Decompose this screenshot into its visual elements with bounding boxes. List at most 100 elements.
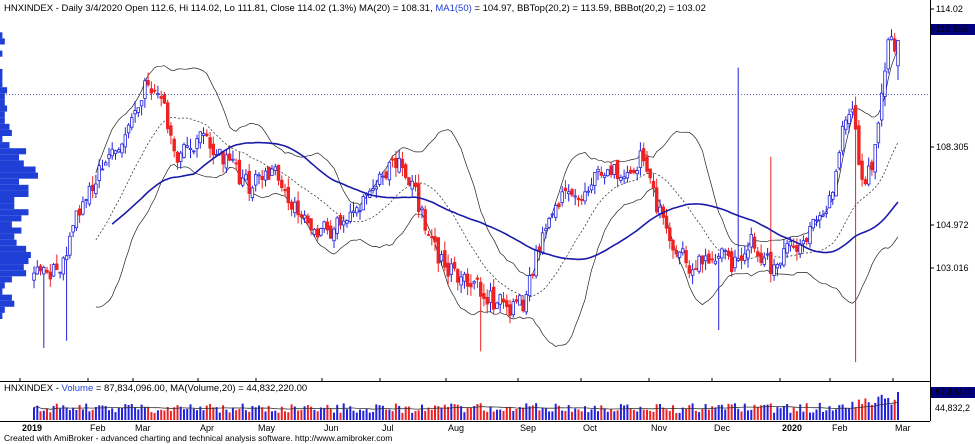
candle (130, 113, 134, 131)
candle (808, 222, 812, 248)
candle (231, 150, 235, 163)
candle (733, 249, 737, 272)
candle (459, 270, 463, 293)
volume-bar (469, 407, 472, 420)
volume-profile-bin (0, 99, 5, 106)
candle (772, 258, 776, 281)
candle (371, 179, 375, 194)
volume-bar (460, 406, 463, 420)
candle (567, 184, 571, 202)
volume-bar (561, 410, 564, 420)
candle (677, 251, 682, 265)
y-tick-label: 114.02 (936, 4, 963, 14)
volume-bar (424, 411, 427, 420)
volume-header: HNXINDEX - Volume = 87,834,096.00, MA(Vo… (4, 383, 307, 394)
volume-bar (502, 410, 505, 420)
volume-bar (209, 404, 212, 420)
volume-profile-bin (0, 142, 10, 149)
header-ma50-label: MA1(50) (435, 3, 471, 14)
volume-bar (199, 406, 202, 420)
volume-bar (564, 411, 567, 420)
volume-bar (251, 406, 254, 420)
volume-bar (421, 404, 423, 420)
candle (723, 248, 727, 260)
volume-bar (538, 410, 541, 420)
volume-bar (287, 412, 290, 420)
volume-bar (606, 411, 609, 420)
candle (834, 169, 838, 197)
candle (867, 157, 871, 187)
volume-label-box (931, 387, 975, 398)
volume-bar (805, 403, 808, 420)
y-axis: 114.02 113.595 108.305 104.972 103.016 87,834… (930, 4, 975, 414)
volume-bar (407, 406, 410, 420)
candle (211, 136, 215, 165)
candle (452, 256, 457, 272)
candle (296, 191, 300, 224)
candle (293, 197, 297, 218)
volume-bar (267, 405, 270, 420)
volume-bar (156, 410, 159, 420)
candle (426, 231, 431, 236)
candle (746, 242, 750, 268)
candle (439, 250, 444, 266)
candle (234, 158, 238, 171)
candle (322, 220, 326, 233)
volume-bar (688, 405, 691, 420)
volume-profile-bin (0, 221, 12, 228)
volume-bar (427, 407, 430, 420)
volume-bar (46, 408, 48, 420)
volume-profile-bin (0, 294, 12, 301)
candle (351, 201, 356, 218)
candle (247, 164, 251, 201)
x-tick-label: May (258, 423, 276, 433)
volume-bar (293, 406, 296, 420)
volume-bar (244, 410, 247, 420)
volume-profile-bin (0, 75, 3, 82)
volume-ma20-line (33, 401, 899, 410)
candle (554, 203, 558, 221)
candle (195, 134, 199, 158)
candle (182, 142, 186, 159)
volume-bar (401, 412, 404, 420)
candle (38, 264, 43, 276)
x-tick-label: Mar (895, 423, 911, 433)
candle (178, 150, 183, 169)
volume-bar (153, 413, 156, 420)
candle (332, 226, 336, 248)
candle (896, 40, 900, 80)
volume-bar (434, 405, 436, 420)
volume-bar (766, 404, 769, 420)
volume-bar (342, 403, 345, 420)
volume-bar (447, 407, 450, 420)
candle (814, 215, 819, 227)
volume-bar (776, 407, 779, 420)
candle (694, 260, 698, 271)
volume-profile-bin (0, 245, 27, 252)
candle (599, 166, 603, 179)
volume-bar (443, 404, 446, 420)
volume-bar (711, 406, 714, 420)
volume-bar (587, 412, 590, 420)
candle (430, 229, 434, 246)
candle (730, 247, 734, 277)
volume-bar (372, 411, 375, 420)
volume-bar (264, 411, 267, 420)
candle (583, 182, 587, 205)
candle (863, 176, 868, 186)
volume-bar (720, 404, 723, 420)
candle (563, 180, 568, 199)
candle (341, 215, 346, 233)
volume-bar (838, 405, 841, 420)
candle (397, 149, 401, 174)
candle (188, 138, 193, 159)
volume-bar (525, 403, 528, 420)
volume-bar (388, 409, 391, 420)
moving-averages (0, 94, 930, 261)
candle (81, 196, 85, 216)
volume-bar (228, 412, 231, 420)
volume-bar (597, 411, 599, 420)
volume-bar (241, 403, 244, 420)
candle (338, 212, 343, 230)
volume-bar (365, 409, 368, 420)
